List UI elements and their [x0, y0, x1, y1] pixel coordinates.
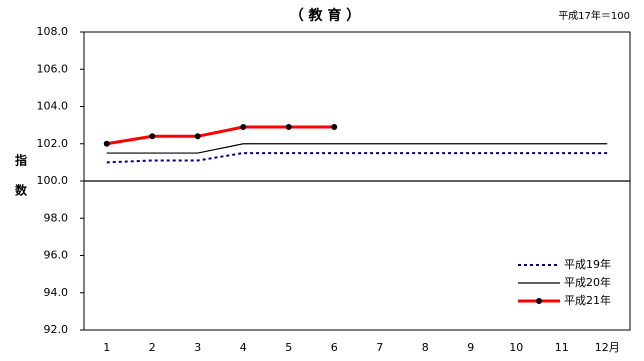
base-note: 平成17年＝100	[558, 9, 630, 22]
y-tick-label: 92.0	[44, 323, 69, 336]
y-tick-label: 98.0	[44, 211, 69, 224]
y-tick-label: 94.0	[44, 286, 69, 299]
x-tick-label: 9	[467, 341, 474, 354]
x-tick-label: 5	[285, 341, 292, 354]
point-marker	[103, 140, 110, 147]
legend-label: 平成21年	[564, 293, 611, 307]
x-tick-label: 3	[194, 341, 201, 354]
point-marker	[285, 123, 292, 130]
y-tick-label: 96.0	[44, 249, 69, 262]
x-tick-label: 1	[103, 341, 110, 354]
x-tick-label: 6	[331, 341, 338, 354]
point-marker	[194, 133, 201, 140]
x-tick-label: 2	[149, 341, 156, 354]
x-tick-label: 8	[422, 341, 429, 354]
x-tick-label: 11	[555, 341, 569, 354]
series-line	[106, 125, 335, 146]
y-tick-label: 108.0	[37, 25, 69, 38]
x-tick-label: 4	[240, 341, 247, 354]
series-line	[106, 152, 608, 164]
legend-marker	[536, 298, 542, 304]
y-tick-label: 104.0	[37, 100, 69, 113]
series-line	[106, 143, 608, 154]
point-marker	[240, 123, 247, 130]
point-marker	[331, 123, 338, 130]
y-axis-label: 指数	[14, 153, 28, 214]
legend-label: 平成20年	[564, 275, 611, 289]
x-tick-label: 10	[509, 341, 523, 354]
point-marker	[149, 133, 156, 140]
chart-title: （ 教 育 ）	[290, 7, 361, 24]
y-tick-label: 106.0	[37, 62, 69, 75]
y-tick-label: 102.0	[37, 137, 69, 150]
x-tick-label: 12月	[595, 341, 620, 354]
y-tick-label: 100.0	[37, 174, 69, 187]
x-tick-label: 7	[376, 341, 383, 354]
legend-label: 平成19年	[564, 257, 611, 271]
